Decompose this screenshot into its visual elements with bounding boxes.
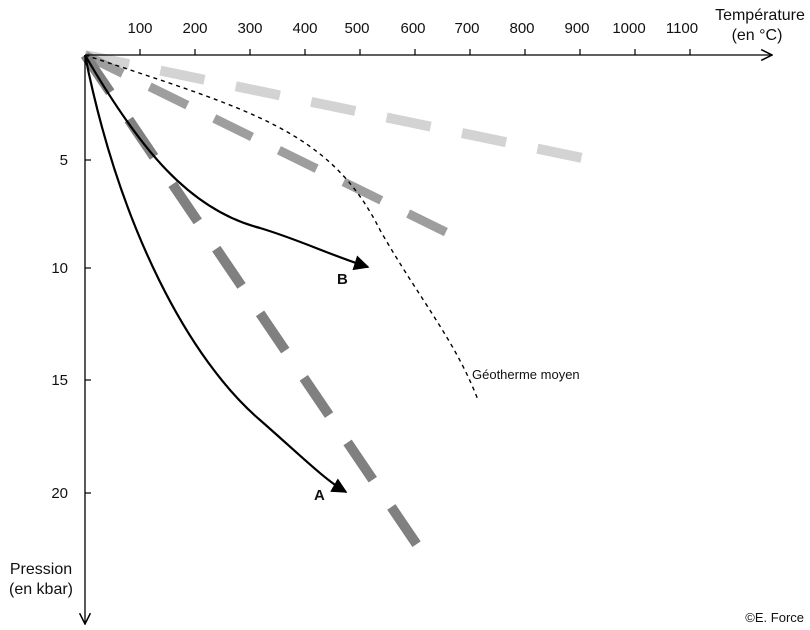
temperature-tick-label: 200	[182, 20, 207, 37]
pressure-tick-label: 5	[60, 152, 68, 169]
light-gray-dashed-line	[83, 50, 594, 165]
temperature-tick-label: 700	[454, 20, 479, 37]
pressure-tick-marks	[85, 159, 91, 494]
temperature-tick-marks	[139, 49, 691, 55]
temperature-tick-label: 600	[400, 20, 425, 37]
average-geotherm-curve	[84, 54, 479, 401]
temperature-axis-unit: (en °C)	[732, 27, 783, 44]
pressure-axis-title: Pression	[10, 561, 72, 578]
temperature-tick-label: 1000	[612, 20, 645, 37]
pt-path-b	[84, 54, 370, 271]
temperature-axis-title: Température	[715, 7, 805, 24]
pressure-tick-label: 20	[51, 485, 68, 502]
pt-path-a	[83, 54, 348, 493]
pressure-tick-label: 10	[51, 260, 68, 277]
copyright-credit: ©E. Force	[745, 610, 804, 625]
temperature-tick-label: 900	[564, 20, 589, 37]
temperature-tick-label: 1100	[666, 20, 698, 37]
temperature-tick-label: 500	[344, 20, 369, 37]
dark-gray-dashed-line	[80, 52, 437, 570]
mid-gray-dashed-line	[83, 50, 464, 245]
temperature-tick-label: 800	[509, 20, 534, 37]
temperature-tick-labels: 100 200 300 400 500 600 700 800 900 1000…	[127, 20, 698, 37]
temperature-tick-label: 400	[292, 20, 317, 37]
path-b-label: B	[337, 271, 348, 288]
pressure-axis-unit: (en kbar)	[9, 581, 73, 598]
pressure-tick-label: 15	[51, 372, 68, 389]
temperature-tick-label: 100	[127, 20, 152, 37]
path-a-label: A	[314, 487, 325, 504]
pressure-tick-labels: 5 10 15 20	[51, 152, 68, 502]
geotherm-label: Géotherme moyen	[472, 367, 580, 382]
temperature-tick-label: 300	[237, 20, 262, 37]
